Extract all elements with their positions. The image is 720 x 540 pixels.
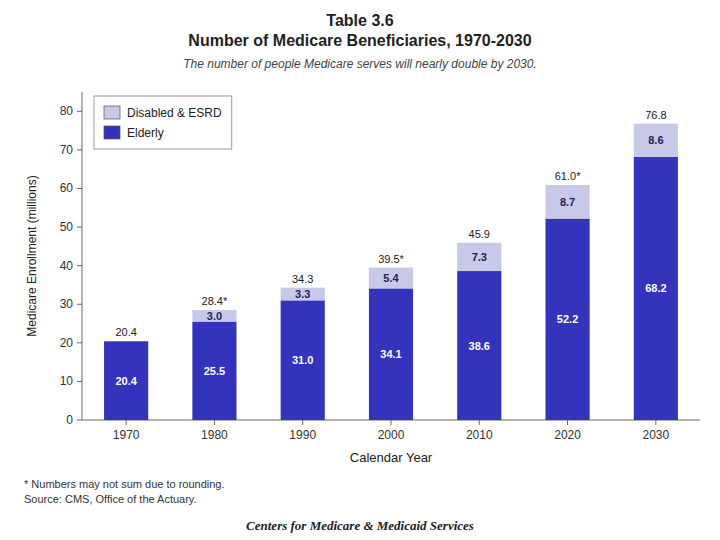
axes: 0102030405060708019701980199020002010202…	[60, 92, 700, 442]
y-tick-label: 40	[60, 259, 74, 273]
bar-segment	[634, 157, 678, 420]
bar-segment	[192, 322, 236, 420]
y-tick-label: 30	[60, 297, 74, 311]
data-label: 3.3	[295, 288, 310, 300]
bar-segment	[369, 268, 413, 289]
bar-segment	[281, 288, 325, 301]
y-tick	[77, 304, 82, 305]
bar-segment	[104, 341, 148, 342]
data-label: 25.5	[204, 365, 225, 377]
y-tick-label: 10	[60, 374, 74, 388]
y-axis-line	[82, 92, 83, 420]
y-tick	[77, 188, 82, 189]
data-label: 5.4	[383, 272, 399, 284]
total-label: 61.0*	[555, 170, 581, 182]
bar-segment	[634, 124, 678, 157]
title: Number of Medicare Beneficiaries, 1970-2…	[188, 32, 531, 49]
data-label: 3.0	[207, 310, 222, 322]
y-tick	[77, 342, 82, 343]
footnote: * Numbers may not sum due to rounding.	[24, 478, 225, 490]
x-tick	[302, 420, 303, 425]
y-tick-label: 0	[66, 413, 73, 427]
y-tick-label: 80	[60, 104, 74, 118]
footer: Centers for Medicare & Medicaid Services	[246, 518, 474, 533]
data-label: 34.1	[380, 348, 401, 360]
x-tick-label: 2010	[466, 428, 493, 442]
legend-label: Elderly	[127, 126, 164, 140]
data-labels: 20.4 25.5 31.0 34.1 38.6 52.2 68.2 3.0 3.3 5.4 7.3…	[115, 109, 666, 387]
legend-frame	[94, 96, 232, 149]
data-label: 38.6	[469, 340, 490, 352]
y-tick	[77, 149, 82, 150]
data-label: 68.2	[645, 282, 666, 294]
total-label: 76.8	[645, 109, 666, 121]
data-label: 20.4	[115, 375, 137, 387]
footnote: Source: CMS, Office of the Actuary.	[24, 493, 197, 505]
bar-segment	[457, 271, 501, 420]
y-tick	[77, 227, 82, 228]
y-tick-label: 20	[60, 336, 74, 350]
total-label: 20.4	[115, 326, 136, 338]
title: Table 3.6	[326, 12, 393, 29]
y-tick-label: 70	[60, 143, 74, 157]
x-tick-label: 2020	[554, 428, 581, 442]
x-tick-label: 1990	[289, 428, 316, 442]
bar-segment	[457, 243, 501, 271]
x-tick-label: 2000	[378, 428, 405, 442]
bar-segment	[192, 310, 236, 322]
bar-segment	[281, 300, 325, 420]
bar-segment	[546, 185, 590, 219]
data-label: 8.7	[560, 196, 575, 208]
legend-label: Disabled & ESRD	[127, 106, 222, 120]
data-label: 8.6	[648, 134, 663, 146]
total-label: 39.5*	[378, 253, 404, 265]
legend: Disabled & ESRD Elderly	[94, 96, 232, 149]
y-tick-label: 60	[60, 181, 74, 195]
x-tick	[479, 420, 480, 425]
x-tick	[567, 420, 568, 425]
chart: Table 3.6 Number of Medicare Beneficiarie…	[0, 0, 720, 540]
x-tick	[126, 420, 127, 425]
subtitle: The number of people Medicare serves wil…	[183, 57, 537, 71]
y-tick-label: 50	[60, 220, 74, 234]
total-label: 34.3	[292, 273, 313, 285]
y-tick	[77, 111, 82, 112]
y-tick	[77, 420, 82, 421]
page: {"chart_data": { "type": "bar", "stacked…	[0, 0, 720, 540]
total-label: 45.9	[469, 228, 490, 240]
data-label: 52.2	[557, 313, 578, 325]
data-label: 7.3	[472, 251, 487, 263]
x-axis-label: Calendar Year	[350, 450, 433, 465]
legend-swatch	[104, 126, 120, 139]
x-tick-label: 1980	[201, 428, 228, 442]
data-label: 31.0	[292, 354, 313, 366]
bar-segment	[104, 341, 148, 420]
x-tick-label: 1970	[113, 428, 140, 442]
bar-segment	[546, 219, 590, 420]
x-tick	[391, 420, 392, 425]
bars	[104, 124, 678, 420]
y-tick	[77, 265, 82, 266]
total-label: 28.4*	[202, 295, 228, 307]
x-tick-label: 2030	[643, 428, 670, 442]
y-axis-label: Medicare Enrollment (millions)	[25, 175, 39, 336]
y-tick	[77, 381, 82, 382]
x-tick	[214, 420, 215, 425]
legend-swatch	[104, 106, 120, 119]
x-tick	[655, 420, 656, 425]
bar-segment	[369, 288, 413, 420]
